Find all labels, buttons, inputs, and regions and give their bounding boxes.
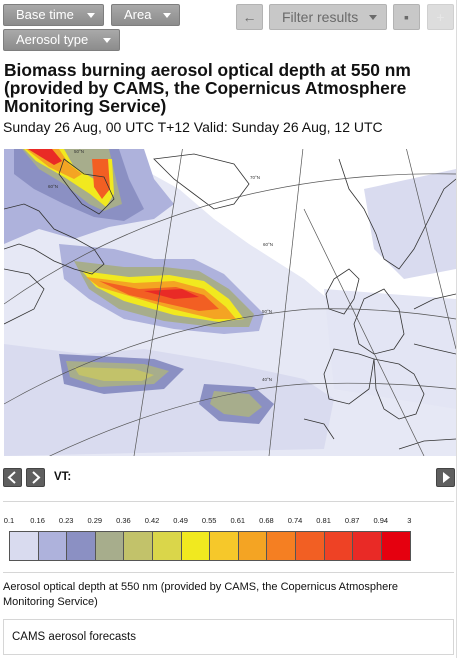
print-button[interactable]: ▪ bbox=[393, 4, 420, 30]
legend-swatch bbox=[381, 532, 411, 560]
lat-label: 60°N bbox=[263, 242, 273, 247]
legend-swatch bbox=[267, 532, 296, 560]
filter-results-label: Filter results bbox=[282, 9, 359, 25]
lat-label: 60°N bbox=[48, 184, 58, 189]
legend-swatch bbox=[353, 532, 382, 560]
legend-swatch bbox=[124, 532, 153, 560]
lat-label: 50°N bbox=[262, 309, 272, 314]
legend-swatch bbox=[295, 532, 325, 560]
base-time-label: Base time bbox=[16, 7, 74, 22]
forecast-link-label: CAMS aerosol forecasts bbox=[12, 631, 136, 643]
legend-caption: Aerosol optical depth at 550 nm (provide… bbox=[3, 581, 398, 608]
map-image: 50°N 60°N 70°N 60°N 50°N 40°N bbox=[4, 149, 456, 456]
legend-tick-label: 0.74 bbox=[287, 516, 303, 525]
play-icon bbox=[443, 472, 450, 483]
legend-tick-label: 0.23 bbox=[58, 516, 74, 525]
legend-tick-label: 0.1 bbox=[3, 516, 15, 525]
legend-swatch bbox=[210, 532, 239, 560]
legend-tick-label: 0.61 bbox=[230, 516, 246, 525]
lat-label: 40°N bbox=[262, 377, 272, 382]
legend-swatch bbox=[238, 532, 268, 560]
page-title: Biomass burning aerosol optical depth at… bbox=[4, 60, 411, 116]
filter-results-dropdown[interactable]: Filter results bbox=[269, 4, 387, 30]
aerosol-map[interactable]: 50°N 60°N 70°N 60°N 50°N 40°N bbox=[4, 149, 456, 456]
chevron-down-icon bbox=[163, 13, 171, 18]
forecast-link[interactable]: CAMS aerosol forecasts bbox=[3, 619, 454, 655]
legend-swatch bbox=[38, 532, 68, 560]
plus-icon: + bbox=[436, 9, 445, 25]
legend-tick-label: 0.94 bbox=[373, 516, 389, 525]
lat-label: 70°N bbox=[250, 175, 260, 180]
chevron-down-icon bbox=[369, 15, 377, 20]
previous-step-button[interactable] bbox=[3, 468, 22, 487]
chevron-down-icon bbox=[87, 13, 95, 18]
legend-tick-label: 0.68 bbox=[259, 516, 274, 525]
play-button[interactable] bbox=[436, 468, 455, 487]
back-button[interactable]: ← bbox=[236, 4, 263, 30]
chevron-down-icon bbox=[103, 38, 111, 43]
legend-panel bbox=[3, 501, 454, 573]
legend-tick-label: 0.36 bbox=[116, 516, 131, 525]
forecast-time: Sunday 26 Aug, 00 UTC T+12 Valid: Sunday… bbox=[3, 119, 383, 135]
arrow-left-icon: ← bbox=[242, 9, 257, 25]
legend-tick-label: 0.81 bbox=[316, 516, 331, 525]
legend-tick-label: 0.16 bbox=[30, 516, 45, 525]
aerosol-type-label: Aerosol type bbox=[16, 32, 89, 47]
aerosol-type-dropdown[interactable]: Aerosol type bbox=[3, 29, 120, 51]
legend-swatch bbox=[324, 532, 354, 560]
next-step-button[interactable] bbox=[26, 468, 45, 487]
area-dropdown[interactable]: Area bbox=[111, 4, 180, 26]
legend-swatch bbox=[67, 532, 96, 560]
frame-border bbox=[456, 0, 457, 658]
legend-tick-label: 0.49 bbox=[173, 516, 188, 525]
legend-swatch bbox=[181, 532, 211, 560]
legend-swatch bbox=[152, 532, 182, 560]
color-scale bbox=[9, 531, 412, 561]
legend-tick-label: 0.29 bbox=[87, 516, 103, 525]
base-time-dropdown[interactable]: Base time bbox=[3, 4, 104, 26]
lat-label: 50°N bbox=[74, 149, 84, 154]
area-label: Area bbox=[124, 7, 152, 22]
legend-tick-label: 0.87 bbox=[344, 516, 360, 525]
legend-tick-label: 0.55 bbox=[201, 516, 217, 525]
print-icon: ▪ bbox=[404, 9, 409, 25]
legend-swatch bbox=[95, 532, 125, 560]
legend-tick-label: 3 bbox=[407, 516, 412, 525]
add-button[interactable]: + bbox=[427, 4, 454, 30]
chevron-right-icon bbox=[32, 471, 41, 484]
chevron-left-icon bbox=[7, 471, 16, 484]
legend-swatch bbox=[10, 532, 39, 560]
legend-tick-label: 0.42 bbox=[144, 516, 160, 525]
valid-time-label: VT: bbox=[54, 471, 72, 483]
